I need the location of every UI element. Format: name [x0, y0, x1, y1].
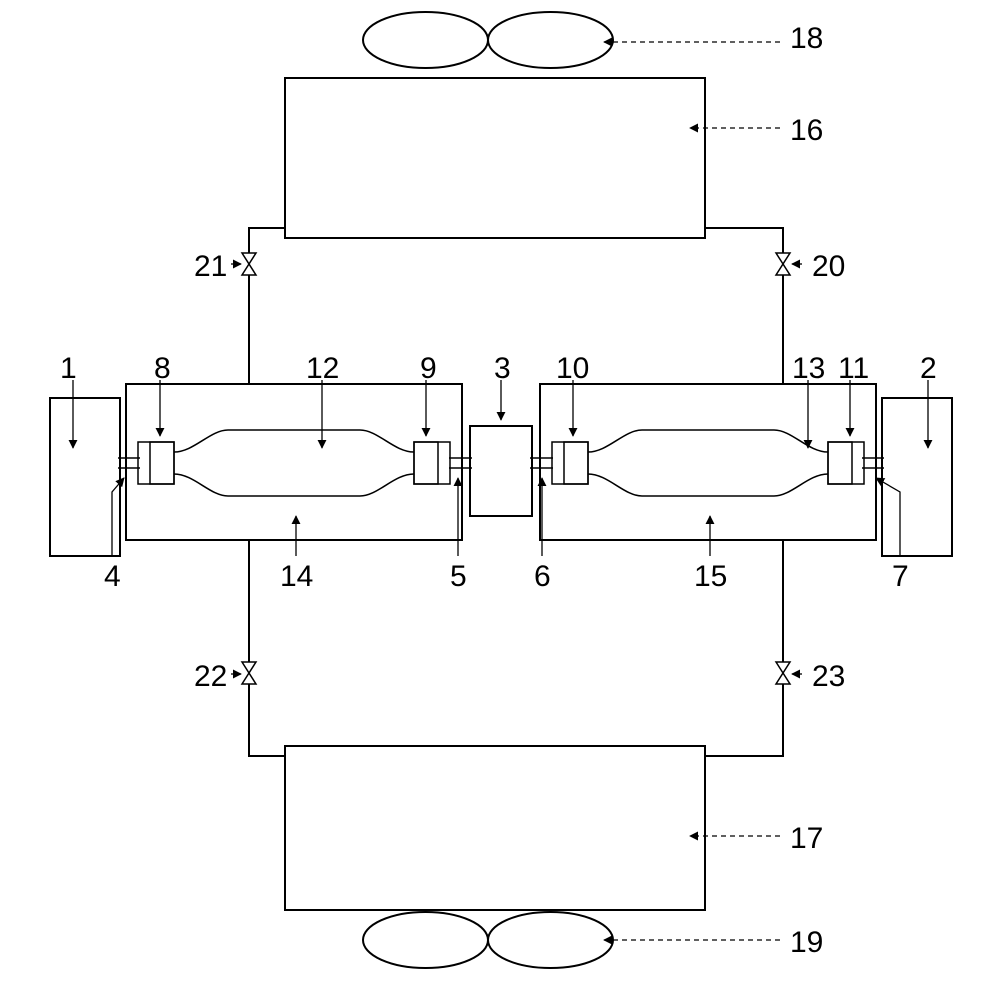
label-16: 16	[790, 114, 823, 148]
label-1: 1	[60, 352, 77, 386]
label-20: 20	[812, 250, 845, 284]
diagram-canvas: 1816171921202223181293101311241456157	[0, 0, 992, 1000]
label-13: 13	[792, 352, 825, 386]
label-4: 4	[104, 560, 121, 594]
label-3: 3	[494, 352, 511, 386]
schematic-svg	[0, 0, 992, 1000]
label-10: 10	[556, 352, 589, 386]
label-19: 19	[790, 926, 823, 960]
label-12: 12	[306, 352, 339, 386]
label-11: 11	[838, 352, 869, 386]
label-18: 18	[790, 22, 823, 56]
label-8: 8	[154, 352, 171, 386]
label-15: 15	[694, 560, 727, 594]
label-21: 21	[194, 250, 227, 284]
label-17: 17	[790, 822, 823, 856]
label-6: 6	[534, 560, 551, 594]
label-23: 23	[812, 660, 845, 694]
label-14: 14	[280, 560, 313, 594]
label-22: 22	[194, 660, 227, 694]
label-2: 2	[920, 352, 937, 386]
label-9: 9	[420, 352, 437, 386]
label-5: 5	[450, 560, 467, 594]
label-7: 7	[892, 560, 909, 594]
